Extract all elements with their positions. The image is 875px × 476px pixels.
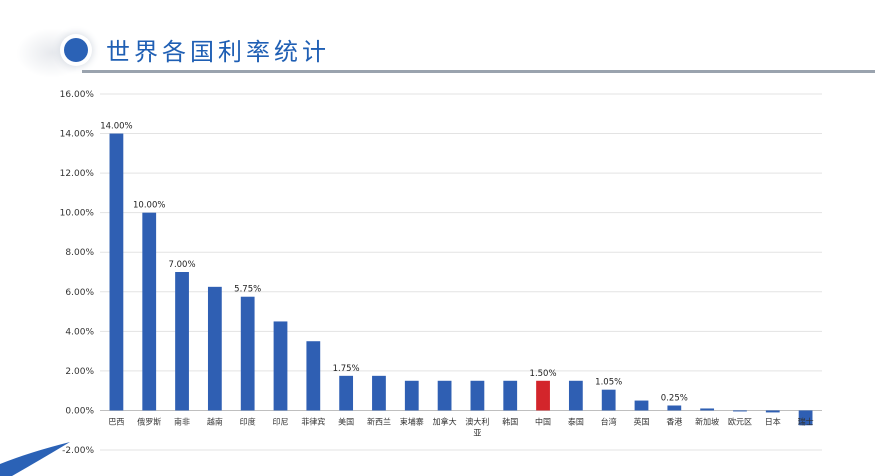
category-label: 柬埔寨 <box>400 416 424 426</box>
category-label: 美国 <box>338 416 354 426</box>
category-label: 新西兰 <box>367 416 391 426</box>
category-label: 日本 <box>765 416 781 426</box>
y-tick-label: 6.00% <box>65 288 94 298</box>
bar-11 <box>470 380 485 411</box>
category-label: 中国 <box>535 416 551 426</box>
y-tick-label: 10.00% <box>60 209 95 219</box>
category-label: 印尼 <box>273 417 289 426</box>
bar-16 <box>634 400 649 411</box>
category-label: 加拿大 <box>433 416 457 426</box>
bar-14 <box>568 380 583 411</box>
category-label: 英国 <box>634 416 650 426</box>
data-label: 1.50% <box>530 369 557 379</box>
bars <box>109 133 813 426</box>
y-tick-label: 0.00% <box>65 406 94 416</box>
data-labels: 14.00% 10.00% 7.00% 5.75% 1.75% 1.50% 1.05% 0.2… <box>100 122 688 404</box>
category-label: 菲律宾 <box>301 416 325 426</box>
y-tick-label: 16.00% <box>60 90 95 100</box>
category-label: 印度 <box>240 416 256 426</box>
y-tick-label: 12.00% <box>60 169 95 179</box>
bar-4 <box>240 296 255 411</box>
category-label: 香港 <box>666 416 682 426</box>
data-label: 1.75% <box>333 364 360 374</box>
category-label: 台湾 <box>601 416 617 426</box>
y-axis-ticks: -2.00% 0.00% 2.00% 4.00% 6.00% 8.00% 10.00% 12.… <box>60 90 95 456</box>
category-label: 新加坡 <box>695 416 719 426</box>
category-label: 韩国 <box>502 416 518 426</box>
bar-19 <box>733 410 747 412</box>
data-label: 10.00% <box>133 201 165 211</box>
bar-10 <box>437 380 452 411</box>
slide-title: 世界各国利率统计 <box>106 38 330 66</box>
category-label: 巴西 <box>108 417 124 426</box>
category-label: 南非 <box>174 416 190 426</box>
category-label: 澳大利亚 <box>465 416 489 437</box>
data-label: 7.00% <box>169 260 196 270</box>
category-label: 泰国 <box>568 416 584 426</box>
y-tick-label: 4.00% <box>65 327 94 337</box>
bar-15 <box>601 389 616 411</box>
bar-9 <box>404 380 419 411</box>
title-bar: 世界各国利率统计 <box>42 22 875 74</box>
bar-17 <box>667 405 682 411</box>
bar-2 <box>175 272 189 411</box>
category-label: 俄罗斯 <box>137 416 161 426</box>
data-label: 5.75% <box>234 285 261 295</box>
bar-3 <box>207 286 222 411</box>
category-label: 欧元区 <box>728 416 752 426</box>
bar-0 <box>109 133 124 411</box>
bar-12 <box>503 380 518 411</box>
category-label: 瑞士 <box>798 416 814 426</box>
corner-swoosh-decoration <box>0 442 70 476</box>
bar-8 <box>372 375 386 411</box>
bar-18 <box>700 408 715 411</box>
data-label: 1.05% <box>595 378 622 388</box>
category-label: 越南 <box>207 416 223 426</box>
y-tick-label: 2.00% <box>65 367 94 377</box>
data-label: 0.25% <box>661 394 688 404</box>
bar-6 <box>306 341 321 411</box>
bar-21 <box>798 410 813 426</box>
title-divider <box>82 70 875 73</box>
data-label: 14.00% <box>100 122 132 132</box>
bar-5 <box>273 321 288 411</box>
bar-1 <box>142 212 157 411</box>
bar-7 <box>339 375 354 411</box>
y-tick-label: -2.00% <box>62 446 94 456</box>
bullet-circle-icon <box>64 38 88 62</box>
y-tick-label: 14.00% <box>60 130 95 140</box>
category-labels: 巴西 俄罗斯 南非 越南 印度 印尼 菲律宾 美国 新西兰 柬埔寨 加拿大 澳大利亚 韩国 中国 泰国 台湾 英… <box>108 416 813 437</box>
bar-20 <box>765 410 780 413</box>
y-tick-label: 8.00% <box>65 248 94 258</box>
bar-13 <box>536 380 550 411</box>
